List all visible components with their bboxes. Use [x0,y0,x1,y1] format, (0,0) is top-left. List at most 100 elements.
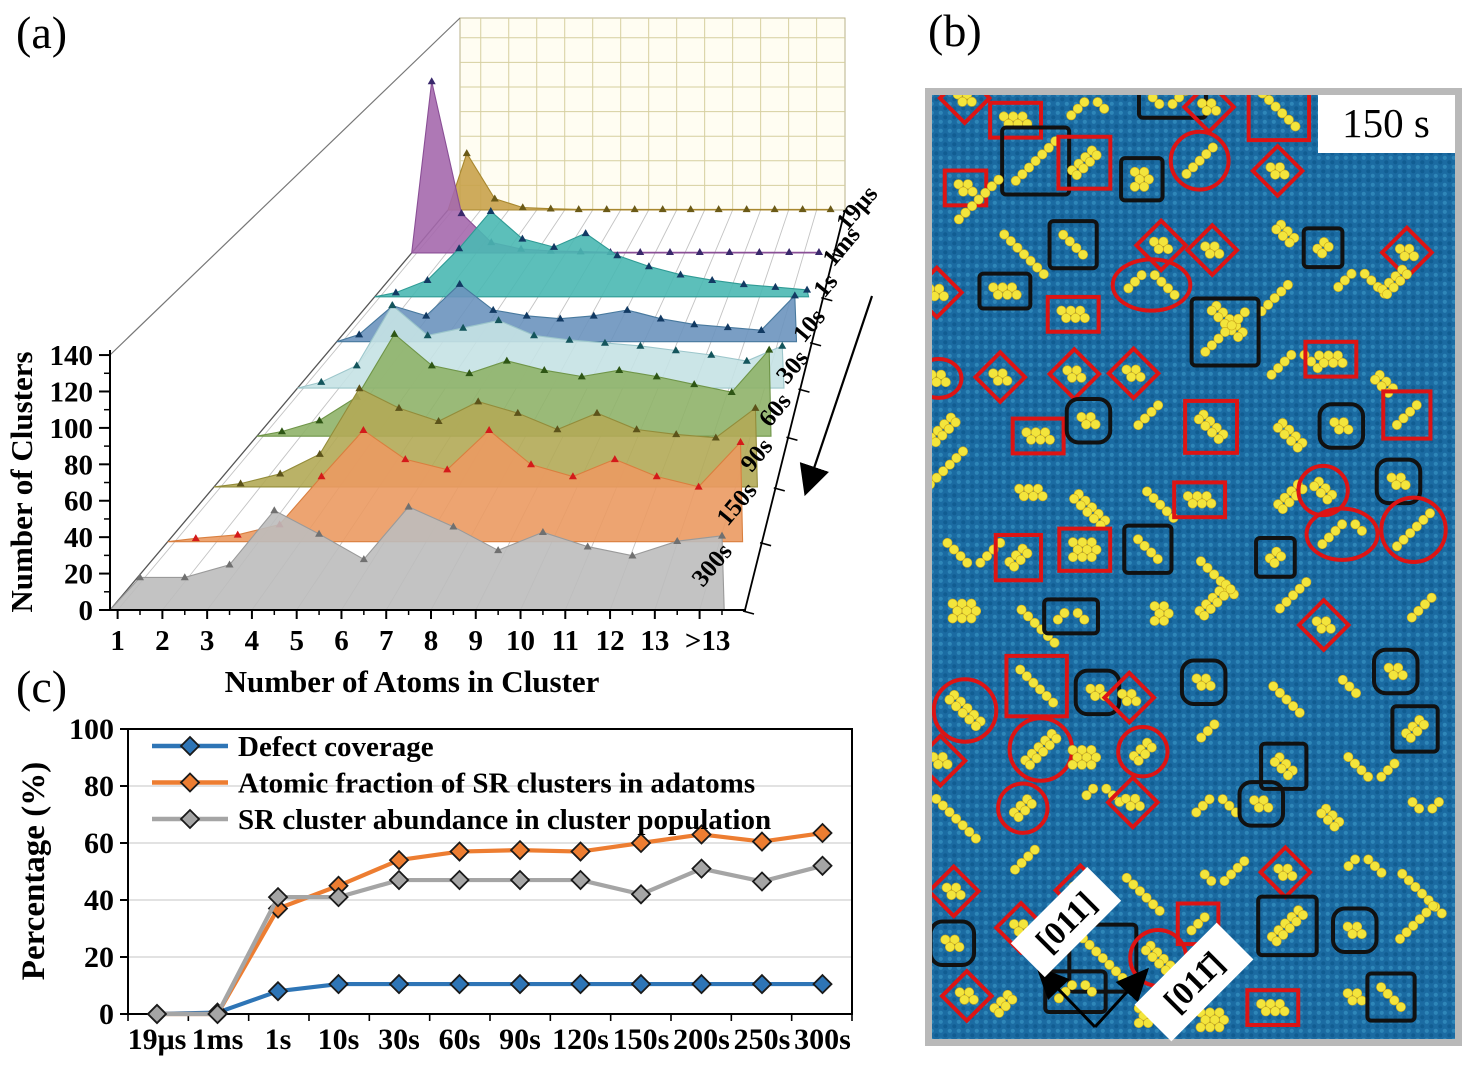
black-rectangle-annotation [1301,226,1345,270]
svg-text:5: 5 [289,625,304,657]
red-diamond-annotation [932,863,982,919]
black-rounded-square-annotation [1179,658,1228,706]
red-ellipse-annotation [1296,463,1350,518]
svg-text:7: 7 [379,625,394,657]
red-rectangle-annotation [1056,134,1113,191]
red-ellipse-annotation [1110,257,1193,313]
red-rectangle-annotation [1381,389,1433,441]
series-markers-10s [355,279,799,338]
percentage-line-chart: 0 20 40 60 80 100 Percentage (%) 19μs 1ms 1s 10s 30… [16,713,853,1056]
red-rectangle-annotation [993,532,1044,583]
panel-a-label: (a) [16,7,68,58]
svg-text:12: 12 [596,625,625,657]
red-rectangle-annotation [1057,526,1113,573]
black-rectangle-annotation [1042,597,1100,636]
black-rounded-square-annotation [1372,647,1420,696]
x-axis-title: Number of Atoms in Cluster [225,664,600,699]
red-rectangle-annotation [1183,398,1240,455]
red-ellipse-annotation [1304,506,1380,562]
legend-label: Atomic fraction of SR clusters in adatom… [238,768,755,800]
svg-text:3: 3 [200,625,215,657]
time-direction-arrow [799,295,874,497]
red-rectangle-annotation [942,168,989,208]
y-axis: 0 20 40 60 80 100 Percentage (%) [16,713,128,1031]
black-rectangle-annotation [1254,536,1297,579]
time-label-1s: 1s [808,268,843,303]
svg-text:20: 20 [84,941,114,974]
red-diamond-annotation [1250,143,1306,199]
series-markers-19μs [462,149,835,213]
svg-text:120: 120 [50,376,94,408]
red-diamond-annotation [1184,222,1240,278]
panel-b-label: (b) [928,5,982,56]
red-diamond-annotation [1105,345,1162,401]
svg-text:1ms: 1ms [192,1023,244,1056]
svg-text:30s: 30s [378,1023,420,1056]
adatom-field [932,95,1448,1033]
series-markers-300s [136,502,726,581]
black-rectangle-annotation [1189,296,1261,368]
black-rounded-square-annotation [1064,396,1113,445]
svg-text:300s: 300s [794,1023,851,1056]
direction-arrow-011 [1035,965,1097,1029]
red-diamond-annotation [1296,597,1352,653]
red-rectangle-annotation [1172,480,1228,520]
back-wall [459,17,846,211]
red-rectangle-annotation [1045,294,1101,334]
red-rectangle-annotation [1010,416,1066,456]
black-rectangle-annotation [1000,125,1072,197]
red-ellipse-annotation [1168,129,1231,192]
time-stamp: 150 s [1318,95,1455,153]
svg-text:100: 100 [69,713,114,746]
red-rectangle-annotation [1246,95,1312,143]
svg-text:80: 80 [84,770,114,803]
legend-label: Defect coverage [238,731,434,763]
svg-text:13: 13 [640,625,669,657]
series-markers-1s [391,207,812,296]
black-rectangle-annotation [1047,219,1099,271]
svg-text:2: 2 [155,625,170,657]
red-diamond-annotation [932,264,965,321]
svg-text:0: 0 [79,595,94,627]
svg-text:40: 40 [64,522,93,554]
svg-text:>13: >13 [685,625,731,657]
svg-text:10: 10 [506,625,535,657]
time-stamp-label: 150 s [1342,100,1430,146]
red-diamond-annotation [1133,217,1189,274]
series-markers-60s [277,329,774,435]
black-rectangle-annotation [1122,523,1174,575]
black-rounded-square-annotation [1317,402,1366,450]
svg-text:60: 60 [84,827,114,860]
black-rectangle-annotation [1067,922,1139,994]
red-diamond-annotation [932,733,969,789]
black-rounded-square-annotation [1237,780,1286,828]
red-ellipse-annotation [1379,495,1448,564]
svg-text:80: 80 [64,449,93,481]
black-rectangle-annotation [977,271,1033,311]
series-Defect coverage [146,973,833,1025]
y-axis-title: Percentage (%) [16,762,52,980]
red-ellipse-annotation [932,677,999,744]
red-diamond-annotation [937,95,993,126]
red-diamond-annotation [972,349,1028,405]
red-diamond-annotation [939,968,995,1024]
svg-text:1s: 1s [265,1023,292,1056]
svg-text:60: 60 [64,486,93,518]
svg-text:19μs: 19μs [128,1023,187,1056]
svg-text:Number of Clusters: Number of Clusters [4,351,39,612]
black-rounded-square-annotation [932,919,977,968]
svg-text:0: 0 [99,998,114,1031]
simulation-snapshot: 150 s[011][011̄] [925,88,1462,1046]
svg-text:10s: 10s [318,1023,360,1056]
black-rectangle-annotation [1365,971,1417,1023]
legend-label: SR cluster abundance in cluster populati… [238,804,771,836]
series-Atomic fraction of SR clusters in adatoms [146,822,833,1025]
y-axis: 0 20 40 60 80 100 120 140 [50,340,111,627]
svg-text:100: 100 [50,413,94,445]
panel-c-label: (c) [16,661,68,712]
legend: Defect coverage Atomic fraction of SR clu… [152,731,771,836]
svg-text:6: 6 [334,625,349,657]
